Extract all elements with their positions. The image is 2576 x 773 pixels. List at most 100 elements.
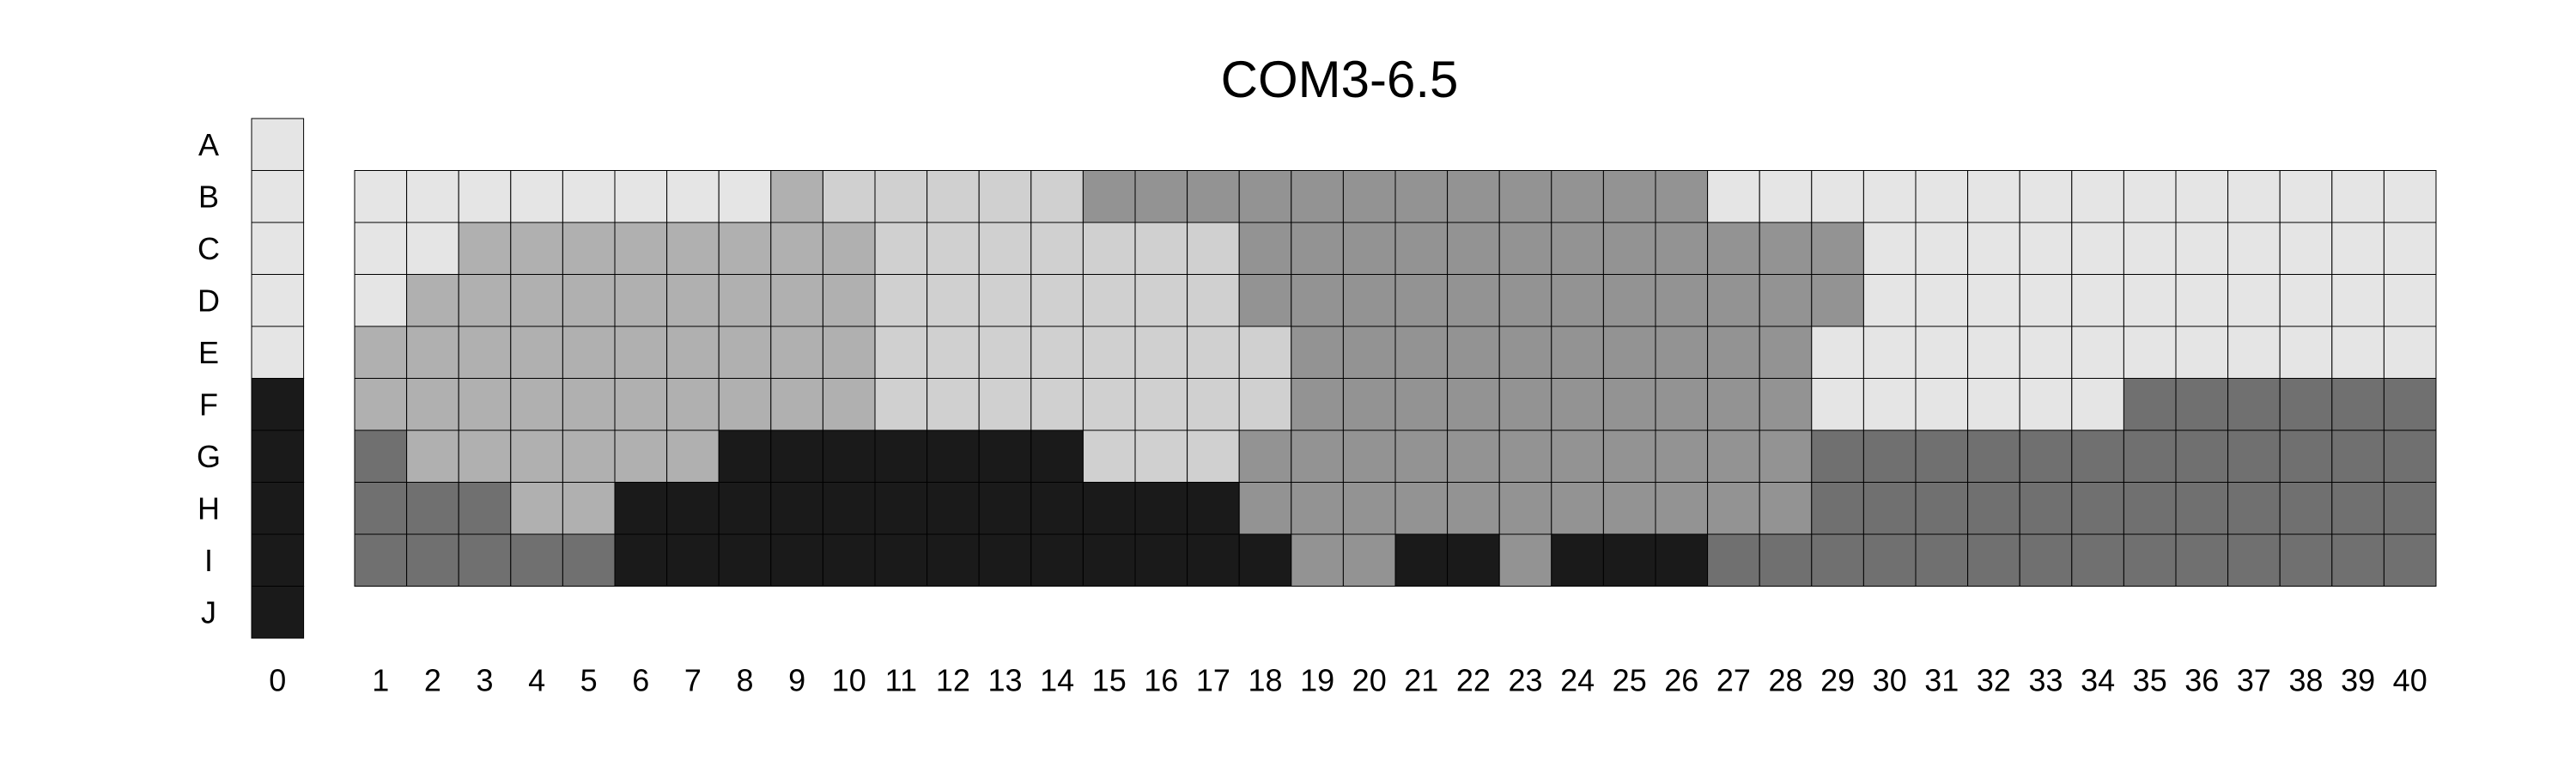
row-label-e: E: [198, 335, 219, 370]
cell-h-24: [1551, 482, 1604, 535]
cell-i-31: [1915, 533, 1969, 587]
cell-d-15: [1082, 274, 1136, 327]
cell-i-39: [2331, 533, 2385, 587]
cell-i-35: [2123, 533, 2177, 587]
cell-e-6: [614, 326, 668, 379]
column-label-26: 26: [1664, 663, 1698, 698]
row-label-g: G: [197, 439, 221, 474]
cell-g-24: [1551, 429, 1604, 483]
cell-f-18: [1238, 378, 1292, 431]
cell-e-1: [354, 326, 408, 379]
column-label-22: 22: [1456, 663, 1491, 698]
cell-b-40: [2383, 170, 2437, 223]
cell-e-23: [1498, 326, 1552, 379]
cell-g-5: [562, 429, 616, 483]
cell-h-33: [2019, 482, 2073, 535]
cell-i-5: [562, 533, 616, 587]
row-label-h: H: [197, 490, 220, 526]
key-cell-h: [251, 482, 305, 535]
column-label-23: 23: [1508, 663, 1542, 698]
column-label-19: 19: [1300, 663, 1334, 698]
cell-c-25: [1602, 222, 1656, 275]
cell-d-31: [1915, 274, 1969, 327]
cell-d-32: [1967, 274, 2020, 327]
cell-e-7: [666, 326, 720, 379]
cell-i-1: [354, 533, 408, 587]
column-label-28: 28: [1768, 663, 1802, 698]
column-label-14: 14: [1040, 663, 1074, 698]
cell-f-27: [1707, 378, 1760, 431]
column-label-31: 31: [1924, 663, 1959, 698]
column-label-11: 11: [885, 663, 917, 698]
cell-b-33: [2019, 170, 2073, 223]
key-cell-e: [251, 326, 305, 379]
cell-b-14: [1030, 170, 1084, 223]
cell-b-23: [1498, 170, 1552, 223]
cell-c-38: [2279, 222, 2333, 275]
cell-c-39: [2331, 222, 2385, 275]
cell-d-16: [1134, 274, 1188, 327]
cell-b-32: [1967, 170, 2020, 223]
cell-i-8: [718, 533, 772, 587]
column-label-35: 35: [2133, 663, 2167, 698]
cell-h-23: [1498, 482, 1552, 535]
cell-f-31: [1915, 378, 1969, 431]
cell-d-19: [1291, 274, 1344, 327]
cell-b-24: [1551, 170, 1604, 223]
cell-i-29: [1811, 533, 1864, 587]
cell-c-34: [2071, 222, 2124, 275]
cell-c-12: [927, 222, 980, 275]
cell-g-25: [1602, 429, 1656, 483]
cell-h-26: [1655, 482, 1709, 535]
column-label-9: 9: [788, 663, 805, 698]
cell-i-9: [770, 533, 823, 587]
cell-d-25: [1602, 274, 1656, 327]
cell-c-1: [354, 222, 408, 275]
column-label-10: 10: [832, 663, 866, 698]
key-cell-d: [251, 274, 305, 327]
cell-h-13: [978, 482, 1032, 535]
cell-c-11: [874, 222, 928, 275]
cell-b-25: [1602, 170, 1656, 223]
cell-h-1: [354, 482, 408, 535]
cell-b-1: [354, 170, 408, 223]
cell-i-6: [614, 533, 668, 587]
column-label-0: 0: [269, 663, 286, 698]
cell-f-9: [770, 378, 823, 431]
cell-c-10: [822, 222, 876, 275]
cell-g-9: [770, 429, 823, 483]
cell-b-38: [2279, 170, 2333, 223]
cell-e-39: [2331, 326, 2385, 379]
cell-b-39: [2331, 170, 2385, 223]
cell-i-30: [1862, 533, 1917, 587]
cell-g-22: [1447, 429, 1500, 483]
column-label-25: 25: [1613, 663, 1647, 698]
key-cell-j: [251, 586, 305, 639]
cell-c-21: [1394, 222, 1449, 275]
column-label-34: 34: [2081, 663, 2115, 698]
cell-i-24: [1551, 533, 1604, 587]
column-label-21: 21: [1404, 663, 1438, 698]
cell-g-40: [2383, 429, 2437, 483]
column-label-24: 24: [1560, 663, 1595, 698]
cell-d-2: [406, 274, 459, 327]
cell-f-7: [666, 378, 720, 431]
cell-f-10: [822, 378, 876, 431]
cell-c-17: [1187, 222, 1240, 275]
cell-g-23: [1498, 429, 1552, 483]
cell-g-39: [2331, 429, 2385, 483]
cell-e-19: [1291, 326, 1344, 379]
cell-f-14: [1030, 378, 1084, 431]
cell-f-29: [1811, 378, 1864, 431]
cell-c-14: [1030, 222, 1084, 275]
cell-g-16: [1134, 429, 1188, 483]
column-label-27: 27: [1716, 663, 1751, 698]
cell-c-23: [1498, 222, 1552, 275]
cell-d-21: [1394, 274, 1449, 327]
cell-b-8: [718, 170, 772, 223]
cell-c-16: [1134, 222, 1188, 275]
cell-e-33: [2019, 326, 2073, 379]
cell-h-34: [2071, 482, 2124, 535]
cell-d-18: [1238, 274, 1292, 327]
